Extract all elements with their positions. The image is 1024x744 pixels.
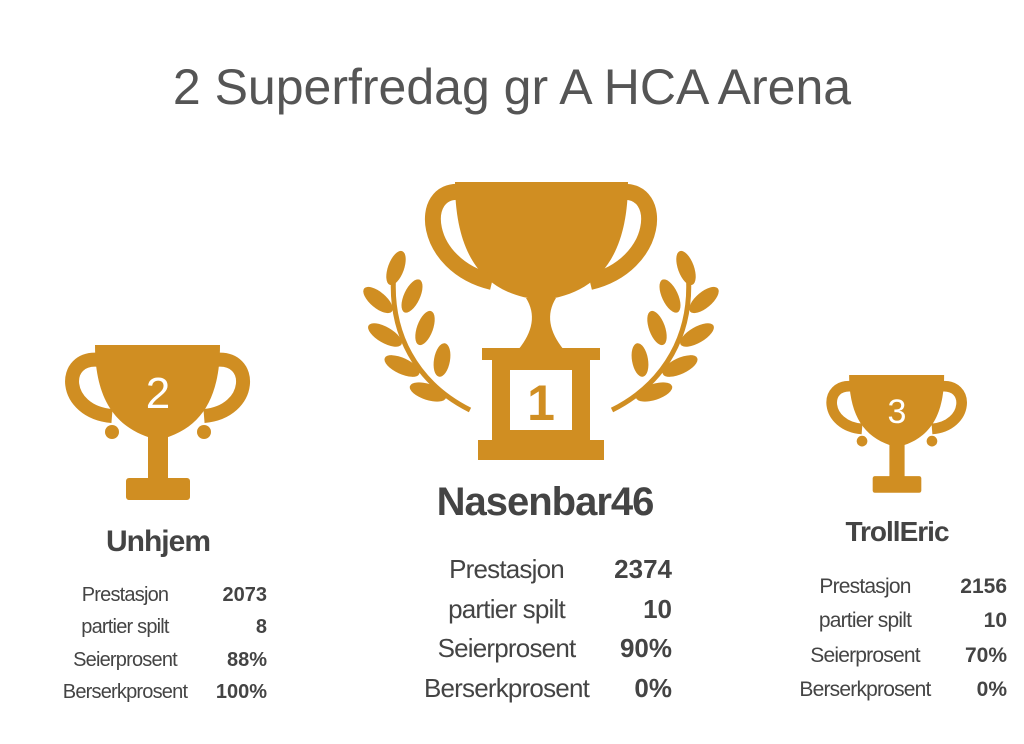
rank-number: 1 — [527, 375, 555, 431]
stat-value: 0% — [976, 678, 1007, 702]
stat-label: partier spilt — [448, 593, 566, 624]
stats-table: Prestasjon 2156 partier spilt 10 Seierpros… — [780, 570, 1007, 707]
stat-value: 90% — [619, 633, 672, 664]
stat-label: Berserkprosent — [799, 678, 931, 702]
stat-label: Prestasjon — [81, 583, 169, 606]
stat-value: 2156 — [960, 575, 1007, 599]
stat-value: 0% — [634, 672, 672, 703]
stat-label: Prestasjon — [449, 554, 565, 585]
stat-value: 2374 — [614, 554, 672, 585]
player-name: TrollEric — [845, 516, 949, 547]
stat-label: Berserkprosent — [62, 681, 188, 704]
stats-table: Prestasjon 2374 partier spilt 10 Seierpros… — [408, 550, 672, 708]
stat-value: 70% — [964, 643, 1007, 667]
player-name: Nasenbar46 — [436, 480, 655, 524]
rank-number: 2 — [146, 369, 170, 418]
stat-label: partier spilt — [81, 616, 169, 639]
stat-value: 2073 — [222, 583, 268, 606]
stat-label: Berserkprosent — [423, 672, 590, 703]
stat-label: partier spilt — [818, 609, 912, 633]
stat-value: 8 — [255, 616, 267, 639]
player-name: Unhjem — [105, 525, 211, 558]
stats-table: Prestasjon 2073 partier spilt 8 Seierprose… — [45, 579, 267, 709]
stat-label: Seierprosent — [73, 648, 178, 671]
trophy-first — [359, 182, 723, 460]
page-title: 2 Superfredag gr A HCA Arena — [172, 59, 852, 115]
stat-value: 10 — [983, 609, 1007, 633]
stat-value: 88% — [226, 648, 267, 671]
stat-value: 10 — [643, 593, 672, 624]
stat-value: 100% — [215, 681, 267, 704]
stat-label: Seierprosent — [437, 633, 577, 664]
stat-label: Seierprosent — [810, 643, 920, 667]
stat-label: Prestasjon — [819, 575, 911, 599]
rank-number: 3 — [888, 393, 907, 431]
